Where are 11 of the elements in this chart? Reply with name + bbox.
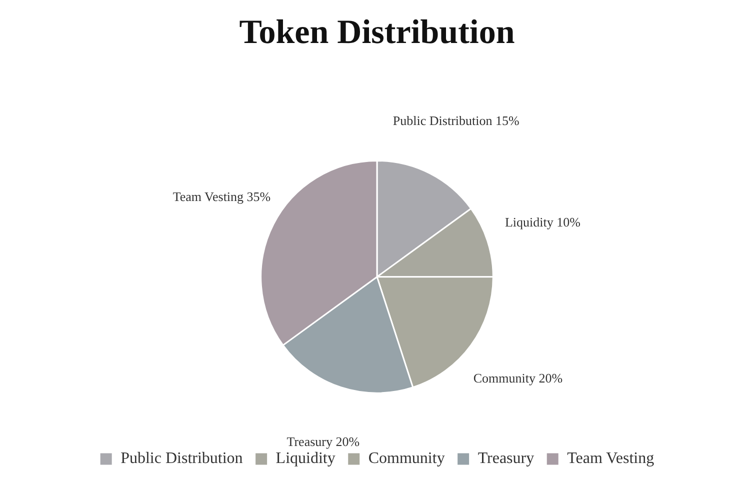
legend-label: Team Vesting [567,450,654,468]
category-label: Team Vesting 35% [172,189,271,204]
category-label: Liquidity 10% [504,214,580,230]
category-label: Community 20% [473,370,563,386]
legend-label: Public Distribution [120,450,243,468]
legend-label: Liquidity [276,450,336,468]
legend-label: Community [368,450,445,468]
chart-title: Token Distribution [239,14,515,52]
category-label: Public Distribution 15% [392,113,520,128]
legend-label: Treasury [478,450,534,468]
category-label: Treasury 20% [286,434,360,450]
